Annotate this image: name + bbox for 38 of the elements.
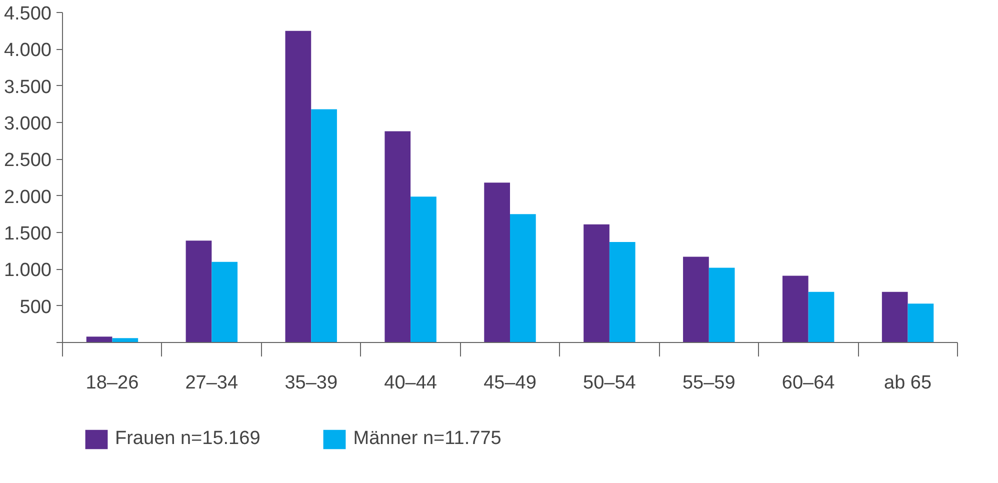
x-tick-label: 18–26 xyxy=(86,372,139,394)
y-tick-label: 3.000 xyxy=(4,114,52,134)
bar xyxy=(808,292,834,342)
bar xyxy=(212,262,238,342)
y-tick-label: 4.000 xyxy=(4,40,52,62)
x-tick-label: ab 65 xyxy=(884,372,932,394)
x-tick-label: 45–49 xyxy=(484,372,536,394)
bar xyxy=(186,240,212,342)
bar xyxy=(484,182,510,342)
bar xyxy=(112,338,138,342)
x-tick-label: 55–59 xyxy=(682,372,736,394)
bar xyxy=(86,336,112,342)
bar xyxy=(285,30,312,342)
y-tick-label: 2.000 xyxy=(4,186,52,208)
bar xyxy=(683,256,709,342)
y-tick-label: 2.500 xyxy=(4,150,52,172)
bar xyxy=(311,109,337,342)
legend-label: Männer n=11.775 xyxy=(353,428,502,450)
y-tick-label: 3.500 xyxy=(4,76,52,98)
bar xyxy=(908,304,934,342)
bar xyxy=(410,196,436,342)
x-tick-label: 35–39 xyxy=(284,372,338,394)
y-tick-label: 1.500 xyxy=(4,224,52,244)
x-tick-label: 40–44 xyxy=(384,372,438,394)
y-tick-label: 4.500 xyxy=(4,4,52,24)
y-tick-label: 1.000 xyxy=(4,260,52,282)
bar xyxy=(882,292,908,342)
y-tick-label: 500 xyxy=(20,296,52,318)
bar xyxy=(384,131,411,342)
x-tick-label: 27–34 xyxy=(185,372,239,394)
bar xyxy=(584,224,610,342)
bar xyxy=(609,242,636,342)
bar xyxy=(708,268,735,342)
bar xyxy=(782,276,808,342)
bar xyxy=(510,214,536,342)
legend-label: Frauen n=15.169 xyxy=(115,428,260,450)
x-tick-label: 50–54 xyxy=(583,372,636,394)
x-tick-label: 60–64 xyxy=(782,372,836,394)
